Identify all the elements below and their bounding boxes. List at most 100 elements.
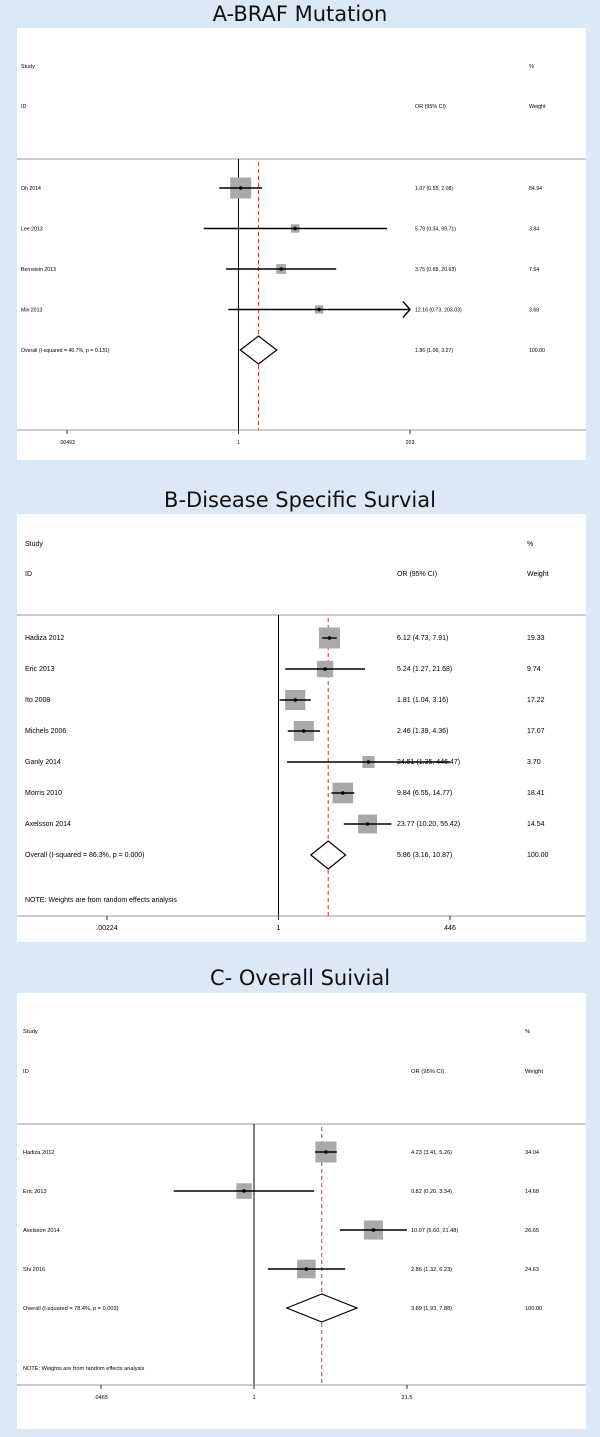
panel-a: A-BRAF Mutation Study ID OR (95% CI)% Weigh… — [0, 0, 600, 478]
study-weight: 14.54 — [527, 821, 545, 828]
header-or: OR (95% CI) — [415, 104, 446, 110]
study-weight: 3.68 — [529, 308, 539, 314]
study-name: Morris 2010 — [25, 790, 62, 797]
study-or-ci: 4.23 (3.41, 5.26) — [411, 1150, 452, 1156]
study-weight: 14.68 — [525, 1189, 539, 1195]
header-id: ID — [23, 1069, 29, 1075]
x-tick-label: 203 — [406, 440, 415, 446]
study-name: Lee 2013 — [21, 227, 43, 233]
study-weight: 84.94 — [529, 186, 542, 192]
study-ci-arrow — [402, 301, 411, 318]
study-name: Michels 2006 — [25, 728, 66, 735]
overall-or-ci: 3.89 (1.93, 7.88) — [411, 1306, 452, 1312]
study-weight: 17.22 — [527, 697, 545, 704]
header-study: Study — [23, 1029, 38, 1035]
study-or-ci: 2.46 (1.39, 4.36) — [397, 728, 448, 735]
panel-title: B-Disease Specific Survial — [164, 488, 436, 512]
study-point — [323, 667, 327, 671]
panel-title: A-BRAF Mutation — [212, 2, 388, 26]
study-weight: 9.74 — [527, 666, 541, 673]
x-tick-label: 21.5 — [402, 1395, 413, 1401]
header-pct: % — [527, 541, 533, 548]
x-tick-label: 1 — [277, 925, 281, 932]
header-id: ID — [21, 104, 26, 110]
study-point — [371, 1228, 376, 1232]
panel-title: C- Overall Suivial — [209, 966, 391, 990]
study-point — [238, 186, 243, 190]
x-tick-label: .00224 — [96, 925, 118, 932]
x-tick-label: 1 — [237, 440, 240, 446]
study-or-ci: 6.12 (4.73, 7.91) — [397, 635, 448, 642]
study-or-ci: 5.79 (0.34, 99.71) — [415, 227, 456, 233]
study-or-ci: 3.75 (0.68, 20.63) — [415, 267, 456, 273]
header-or: OR (95% CI) — [397, 571, 437, 578]
study-name: Eric 2013 — [23, 1189, 47, 1195]
overall-label: Overall (I-squared = 86.3%, p = 0.000) — [25, 852, 144, 859]
overall-weight: 100.00 — [525, 1306, 542, 1312]
plot-area: Study ID OR (95% CI)% Weight Hadiza 2012 6.12… — [17, 514, 586, 942]
study-point — [242, 1189, 246, 1193]
header-pct: % — [525, 1029, 530, 1035]
header-weight: Weight — [529, 104, 546, 110]
study-weight: 18.41 — [527, 790, 545, 797]
study-or-ci: 1.81 (1.04, 3.16) — [397, 697, 448, 704]
x-tick-label: .0465 — [94, 1395, 108, 1401]
overall-diamond — [285, 1293, 359, 1323]
study-or-ci: 9.84 (6.55, 14.77) — [397, 790, 452, 797]
study-point — [304, 1267, 309, 1271]
study-name: Hadiza 2012 — [23, 1150, 54, 1156]
study-weight: 19.33 — [527, 635, 545, 642]
plot-area: Study ID OR (95% CI)% Weight Oh 2014 1.07 (0.… — [17, 28, 586, 460]
study-name: Ganly 2014 — [25, 759, 61, 766]
study-point — [293, 226, 297, 231]
overall-or-ci: 5.86 (3.16, 10.87) — [397, 852, 452, 859]
study-name: Ito 2008 — [25, 697, 50, 704]
study-point — [279, 267, 283, 271]
study-or-ci: 1.07 (0.55, 2.08) — [415, 186, 453, 192]
study-or-ci: 12.16 (0.73, 203.03) — [415, 308, 462, 314]
forest-plot: Study ID OR (95% CI)% Weight Hadiza 2012 4.23… — [17, 1029, 586, 1401]
x-tick-label: 1 — [252, 1395, 255, 1401]
study-point — [340, 791, 345, 795]
panel-c: C- Overall Suivial Study ID OR (95% CI)% We… — [0, 962, 600, 1437]
panel-b: B-Disease Specific Survial Study ID OR (95… — [0, 484, 600, 956]
plot-area: Study ID OR (95% CI)% Weight Hadiza 2012 4.23… — [17, 993, 586, 1429]
study-name: Axelsson 2014 — [25, 821, 71, 828]
x-tick-label: 446 — [444, 925, 456, 932]
study-point — [317, 307, 321, 312]
study-point — [327, 636, 332, 640]
study-or-ci: 23.77 (10.20, 55.42) — [397, 821, 460, 828]
forest-plot: Study ID OR (95% CI)% Weight Hadiza 2012 6.12… — [17, 541, 586, 932]
header-pct: % — [529, 64, 534, 70]
header-weight: Weight — [525, 1069, 543, 1075]
overall-label: Overall (I-squared = 46.7%, p = 0.131) — [21, 348, 110, 354]
study-weight: 17.07 — [527, 728, 545, 735]
study-point — [293, 698, 297, 702]
footnote: NOTE: Weights are from random effects an… — [25, 897, 177, 904]
overall-diamond — [309, 840, 347, 870]
overall-or-ci: 1.86 (1.06, 3.27) — [415, 348, 453, 354]
header-study: Study — [21, 64, 35, 70]
study-or-ci: 10.97 (5.60, 21.48) — [411, 1228, 458, 1234]
study-name: Hadiza 2012 — [25, 635, 64, 642]
study-point — [324, 1150, 328, 1154]
study-weight: 3.84 — [529, 227, 539, 233]
study-weight: 26.65 — [525, 1228, 539, 1234]
header-study: Study — [25, 541, 43, 548]
study-name: Axelsson 2014 — [23, 1228, 60, 1234]
study-name: Shi 2016 — [23, 1267, 45, 1273]
header-weight: Weight — [527, 571, 549, 578]
overall-weight: 100.00 — [527, 852, 549, 859]
study-point — [302, 729, 306, 733]
study-name: Bernstein 2013 — [21, 267, 56, 273]
header-or: OR (95% CI) — [411, 1069, 444, 1075]
overall-weight: 100.00 — [529, 348, 545, 354]
study-weight: 7.54 — [529, 267, 539, 273]
overall-diamond — [239, 335, 278, 365]
x-tick-label: .00493 — [59, 440, 75, 446]
study-name: Eric 2013 — [25, 666, 55, 673]
study-weight: 24.63 — [525, 1267, 539, 1273]
study-name: Oh 2014 — [21, 186, 41, 192]
study-or-ci: 0.82 (0.20, 3.34) — [411, 1189, 452, 1195]
study-weight: 34.04 — [525, 1150, 539, 1156]
